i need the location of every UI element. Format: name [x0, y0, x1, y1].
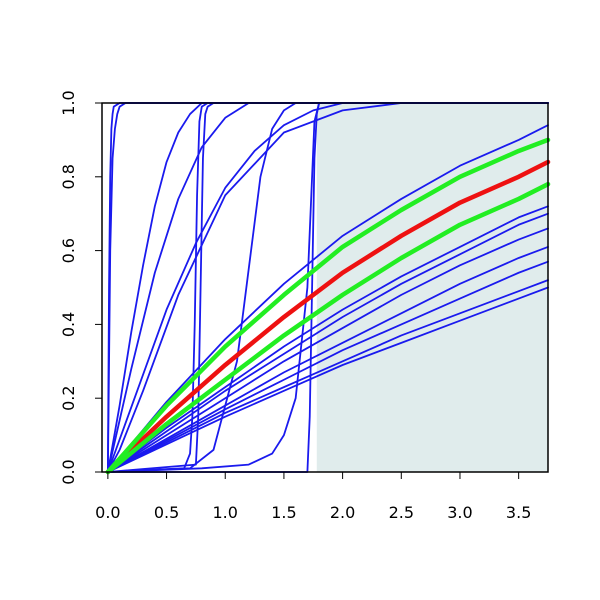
- series-layer: [105, 102, 551, 475]
- blue-series-line-10: [106, 102, 549, 473]
- blue-series-line-3: [106, 102, 549, 473]
- x-tick-label: 2.5: [389, 503, 414, 522]
- blue-series-line-4: [106, 102, 549, 473]
- x-tick-label: 3.5: [506, 503, 531, 522]
- blue-series-line-18: [106, 286, 549, 473]
- blue-series-line-14: [106, 227, 549, 473]
- y-tick-label: 0.0: [59, 459, 78, 484]
- x-tick-label: 0.0: [95, 503, 120, 522]
- green-series-line-20: [105, 137, 551, 475]
- x-tick-label: 1.0: [213, 503, 238, 522]
- blue-series-line-13: [106, 212, 549, 473]
- blue-series-line-11: [106, 124, 549, 473]
- y-tick-label: 1.0: [59, 90, 78, 115]
- x-axis: 0.0 0.5 1.0 1.5 2.0 2.5 3.0 3.5: [95, 472, 531, 522]
- y-tick-label: 0.8: [59, 164, 78, 189]
- y-axis: 0.0 0.2 0.4 0.6 0.8 1.0: [59, 90, 102, 485]
- blue-series-line-12: [106, 205, 549, 473]
- blue-series-line-17: [106, 279, 549, 473]
- y-tick-label: 0.4: [59, 312, 78, 337]
- red-series-line-19: [105, 159, 551, 475]
- blue-series-line-7: [106, 102, 549, 473]
- y-tick-label: 0.2: [59, 385, 78, 410]
- blue-series-line-15: [106, 246, 549, 473]
- blue-series-line-6: [106, 102, 549, 473]
- green-series-line-21: [105, 181, 551, 475]
- blue-series-line-16: [106, 260, 549, 473]
- plot-frame: [101, 102, 549, 473]
- y-tick-label: 0.6: [59, 238, 78, 263]
- x-tick-label: 3.0: [447, 503, 472, 522]
- x-tick-label: 2.0: [330, 503, 355, 522]
- x-tick-label: 0.5: [154, 503, 179, 522]
- blue-series-line-2: [106, 102, 549, 473]
- x-tick-label: 1.5: [271, 503, 296, 522]
